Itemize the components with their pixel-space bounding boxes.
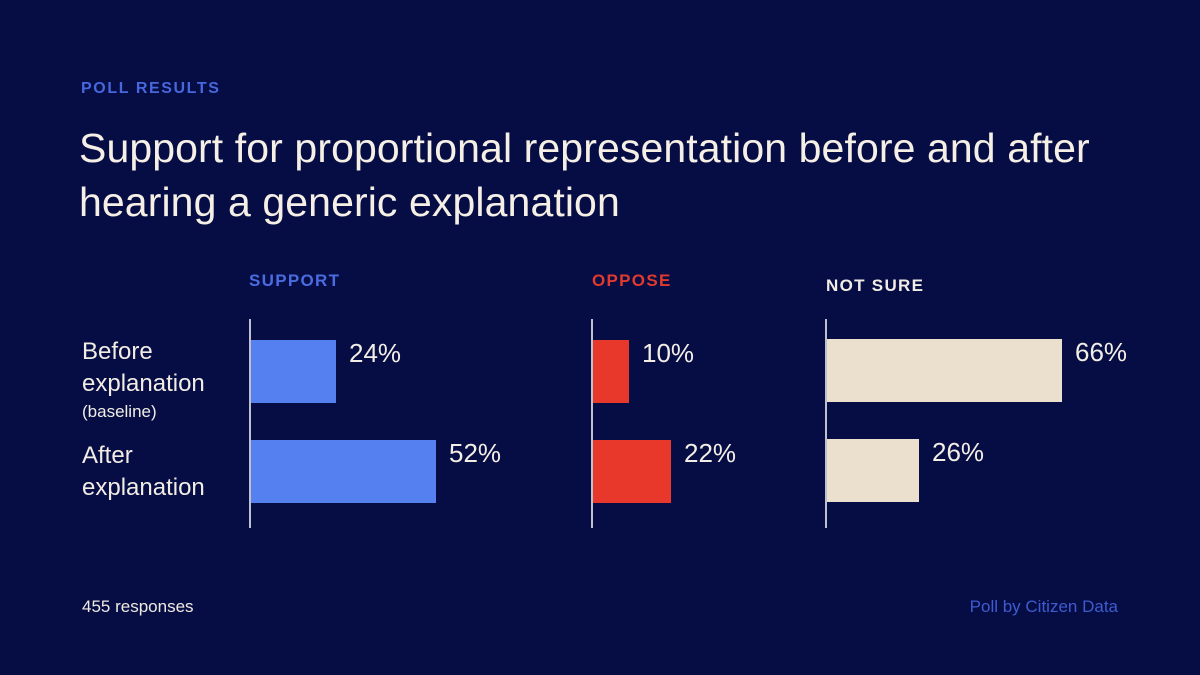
row-label-before-sublabel: (baseline) bbox=[82, 402, 157, 421]
bar-value-label-support-before: 24% bbox=[349, 338, 402, 368]
source-credit: Poll by Citizen Data bbox=[969, 597, 1118, 616]
bar-row-oppose-before: 10% bbox=[593, 338, 695, 403]
eyebrow-label: POLL RESULTS bbox=[81, 80, 221, 97]
bar-value-label-oppose-before: 10% bbox=[642, 338, 695, 368]
bar-not-sure-before bbox=[827, 339, 1062, 402]
bar-row-support-before: 24% bbox=[251, 338, 402, 403]
bar-oppose-after bbox=[593, 440, 671, 503]
row-label-after: After explanation bbox=[82, 440, 242, 504]
axis-line-support bbox=[249, 319, 251, 528]
bar-support-before bbox=[251, 340, 336, 403]
bar-support-after bbox=[251, 440, 436, 503]
bar-oppose-before bbox=[593, 340, 629, 403]
bar-not-sure-after bbox=[827, 439, 919, 502]
bar-row-not-sure-before: 66% bbox=[827, 337, 1128, 402]
series-header-not-sure: NOT SURE bbox=[826, 276, 925, 295]
row-label-before-text: Before explanation bbox=[82, 338, 205, 397]
axis-line-not-sure bbox=[825, 319, 827, 528]
title-line-2: hearing a generic explanation bbox=[79, 179, 620, 225]
bar-value-label-oppose-after: 22% bbox=[684, 438, 737, 468]
series-header-oppose: OPPOSE bbox=[592, 271, 672, 290]
row-label-before: Before explanation (baseline) bbox=[82, 336, 242, 422]
bar-row-oppose-after: 22% bbox=[593, 438, 737, 503]
responses-count: 455 responses bbox=[82, 597, 194, 616]
title-line-1: Support for proportional representation … bbox=[79, 125, 1090, 171]
row-label-after-text: After explanation bbox=[82, 442, 205, 501]
axis-line-oppose bbox=[591, 319, 593, 528]
bar-row-not-sure-after: 26% bbox=[827, 437, 985, 502]
bar-value-label-support-after: 52% bbox=[449, 438, 502, 468]
bar-value-label-not-sure-after: 26% bbox=[932, 437, 985, 467]
bar-row-support-after: 52% bbox=[251, 438, 502, 503]
series-header-support: SUPPORT bbox=[249, 271, 341, 290]
page-title: Support for proportional representation … bbox=[79, 121, 1090, 229]
bar-value-label-not-sure-before: 66% bbox=[1075, 337, 1128, 367]
